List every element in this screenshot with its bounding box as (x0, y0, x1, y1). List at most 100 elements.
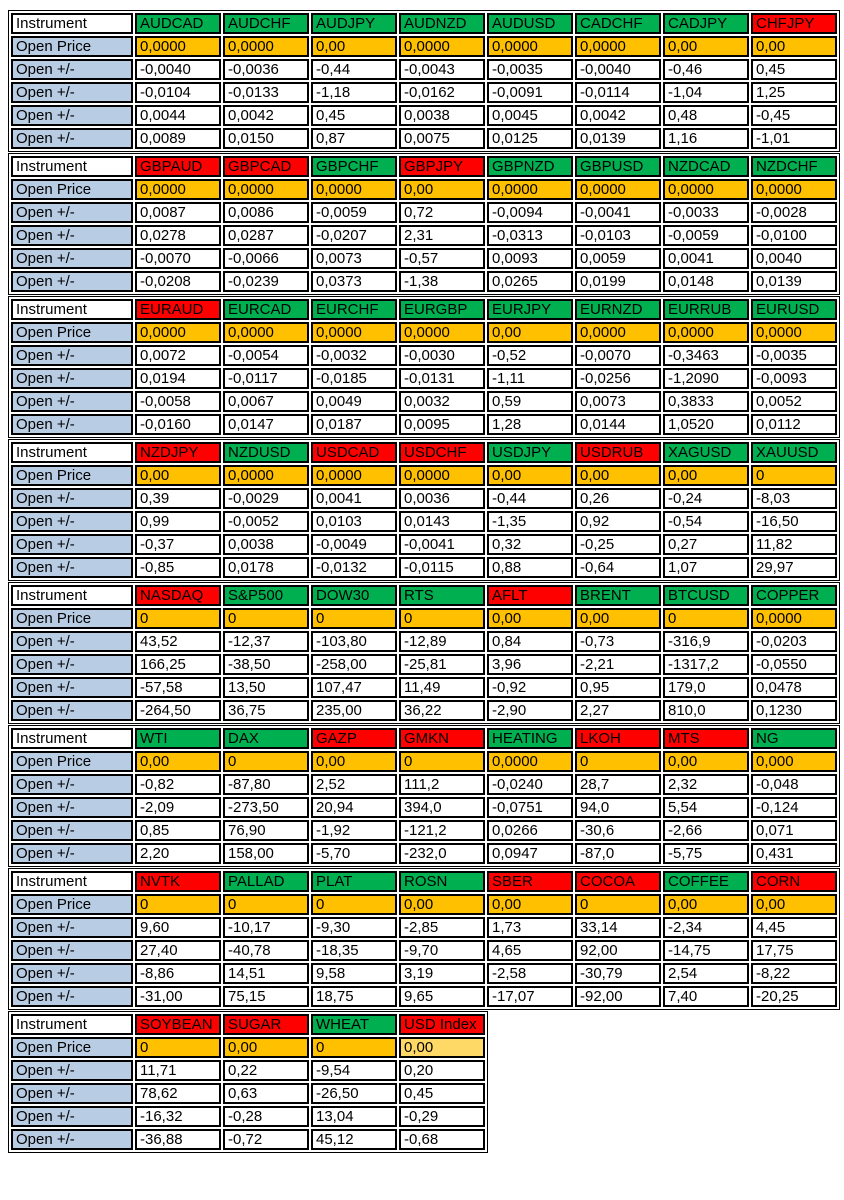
open-change-cell[interactable]: -40,78 (223, 940, 309, 961)
open-change-cell[interactable]: -0,0054 (223, 345, 309, 366)
open-change-cell[interactable]: -0,28 (223, 1106, 309, 1127)
open-change-cell[interactable]: 0,0041 (311, 488, 397, 509)
open-change-cell[interactable]: 0,20 (399, 1060, 485, 1081)
open-change-cell[interactable]: -8,86 (135, 963, 221, 984)
open-price-cell[interactable]: 0,0000 (575, 322, 661, 343)
open-price-cell[interactable]: 0,00 (311, 751, 397, 772)
open-change-cell[interactable]: -0,0160 (135, 414, 221, 435)
open-change-cell[interactable]: 2,27 (575, 700, 661, 721)
instrument-header-cell[interactable]: CADCHF (575, 13, 661, 34)
open-price-cell[interactable]: 0,0000 (663, 322, 749, 343)
open-change-cell[interactable]: -2,34 (663, 917, 749, 938)
open-price-cell[interactable]: 0,00 (399, 179, 485, 200)
instrument-header-cell[interactable]: SBER (487, 871, 573, 892)
open-change-cell[interactable]: -30,6 (575, 820, 661, 841)
open-change-cell[interactable]: 0,0042 (223, 105, 309, 126)
open-change-cell[interactable]: -0,44 (311, 59, 397, 80)
open-change-cell[interactable]: -0,0040 (135, 59, 221, 80)
open-change-cell[interactable]: -0,68 (399, 1129, 485, 1150)
open-change-cell[interactable]: -1,01 (751, 128, 837, 149)
open-change-cell[interactable]: 0,92 (575, 511, 661, 532)
open-change-cell[interactable]: 394,0 (399, 797, 485, 818)
open-change-cell[interactable]: -0,0114 (575, 82, 661, 103)
open-change-cell[interactable]: 1,25 (751, 82, 837, 103)
instrument-header-cell[interactable]: DAX (223, 728, 309, 749)
open-change-cell[interactable]: 0,72 (399, 202, 485, 223)
open-change-cell[interactable]: -5,70 (311, 843, 397, 864)
instrument-header-cell[interactable]: BTCUSD (663, 585, 749, 606)
instrument-header-cell[interactable]: EURAUD (135, 299, 221, 320)
open-change-cell[interactable]: 0,0067 (223, 391, 309, 412)
open-change-cell[interactable]: 1,0520 (663, 414, 749, 435)
open-change-cell[interactable]: -0,0256 (575, 368, 661, 389)
open-change-cell[interactable]: -1,92 (311, 820, 397, 841)
open-change-cell[interactable]: -0,25 (575, 534, 661, 555)
open-change-cell[interactable]: -0,92 (487, 677, 573, 698)
instrument-header-cell[interactable]: USDCHF (399, 442, 485, 463)
open-change-cell[interactable]: 0,0032 (399, 391, 485, 412)
open-change-cell[interactable]: 0,59 (487, 391, 573, 412)
instrument-header-cell[interactable]: BRENT (575, 585, 661, 606)
open-change-cell[interactable]: -0,0550 (751, 654, 837, 675)
open-change-cell[interactable]: 0,0265 (487, 271, 573, 292)
open-change-cell[interactable]: 0,3833 (663, 391, 749, 412)
instrument-header-cell[interactable]: LKOH (575, 728, 661, 749)
instrument-header-cell[interactable]: XAGUSD (663, 442, 749, 463)
open-change-cell[interactable]: -0,0203 (751, 631, 837, 652)
open-change-cell[interactable]: -18,35 (311, 940, 397, 961)
open-change-cell[interactable]: -0,0033 (663, 202, 749, 223)
open-price-cell[interactable]: 0 (223, 751, 309, 772)
open-price-cell[interactable]: 0,00 (487, 608, 573, 629)
open-change-cell[interactable]: -0,0208 (135, 271, 221, 292)
open-change-cell[interactable]: 0,0073 (311, 248, 397, 269)
open-change-cell[interactable]: 5,54 (663, 797, 749, 818)
instrument-header-cell[interactable]: NVTK (135, 871, 221, 892)
instrument-header-cell[interactable]: AUDUSD (487, 13, 573, 34)
open-change-cell[interactable]: 810,0 (663, 700, 749, 721)
open-change-cell[interactable]: -2,09 (135, 797, 221, 818)
open-change-cell[interactable]: 0,0150 (223, 128, 309, 149)
open-change-cell[interactable]: -0,0115 (399, 557, 485, 578)
open-price-cell[interactable]: 0 (311, 608, 397, 629)
open-change-cell[interactable]: 0,0148 (663, 271, 749, 292)
open-price-cell[interactable]: 0,0000 (135, 36, 221, 57)
open-change-cell[interactable]: 9,65 (399, 986, 485, 1007)
open-change-cell[interactable]: -0,0185 (311, 368, 397, 389)
open-change-cell[interactable]: 2,54 (663, 963, 749, 984)
open-change-cell[interactable]: 0,45 (751, 59, 837, 80)
open-change-cell[interactable]: 0,45 (399, 1083, 485, 1104)
open-change-cell[interactable]: -0,45 (751, 105, 837, 126)
instrument-header-cell[interactable]: EURCHF (311, 299, 397, 320)
instrument-header-cell[interactable]: PALLAD (223, 871, 309, 892)
open-change-cell[interactable]: -0,0100 (751, 225, 837, 246)
open-change-cell[interactable]: 20,94 (311, 797, 397, 818)
instrument-header-cell[interactable]: COFFEE (663, 871, 749, 892)
open-change-cell[interactable]: -0,44 (487, 488, 573, 509)
open-change-cell[interactable]: -12,37 (223, 631, 309, 652)
open-change-cell[interactable]: 0,0144 (575, 414, 661, 435)
open-change-cell[interactable]: 0,32 (487, 534, 573, 555)
open-change-cell[interactable]: -0,0093 (751, 368, 837, 389)
open-change-cell[interactable]: 107,47 (311, 677, 397, 698)
open-price-cell[interactable]: 0 (135, 894, 221, 915)
open-change-cell[interactable]: 0,0045 (487, 105, 573, 126)
instrument-header-cell[interactable]: WHEAT (311, 1014, 397, 1035)
open-price-cell[interactable]: 0,0000 (487, 179, 573, 200)
open-change-cell[interactable]: -0,0070 (575, 345, 661, 366)
instrument-header-cell[interactable]: EURCAD (223, 299, 309, 320)
instrument-header-cell[interactable]: AFLT (487, 585, 573, 606)
open-change-cell[interactable]: 0,0139 (575, 128, 661, 149)
open-change-cell[interactable]: -0,29 (399, 1106, 485, 1127)
open-price-cell[interactable]: 0 (663, 608, 749, 629)
open-price-cell[interactable]: 0 (311, 1037, 397, 1058)
open-price-cell[interactable]: 0,00 (663, 751, 749, 772)
instrument-header-cell[interactable]: HEATING (487, 728, 573, 749)
open-change-cell[interactable]: -17,07 (487, 986, 573, 1007)
open-change-cell[interactable]: -2,90 (487, 700, 573, 721)
open-change-cell[interactable]: 43,52 (135, 631, 221, 652)
open-change-cell[interactable]: -1,04 (663, 82, 749, 103)
open-change-cell[interactable]: -0,0035 (487, 59, 573, 80)
open-change-cell[interactable]: -0,0313 (487, 225, 573, 246)
open-price-cell[interactable]: 0 (399, 751, 485, 772)
open-change-cell[interactable]: -87,80 (223, 774, 309, 795)
